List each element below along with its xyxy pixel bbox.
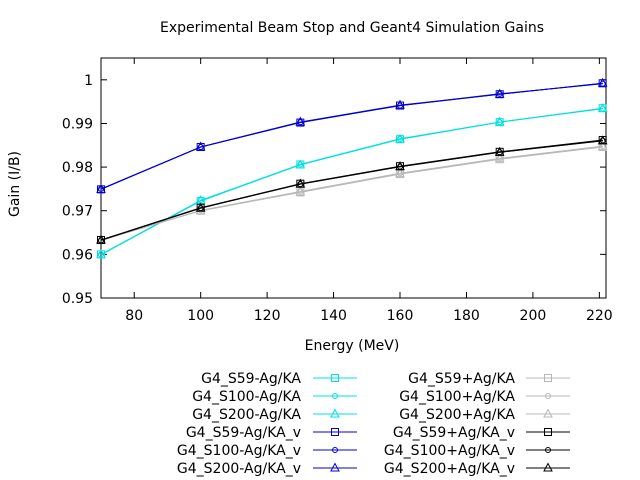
x-tick-label: 200 [520, 308, 547, 324]
series-line [100, 108, 603, 256]
data-point [295, 178, 306, 188]
legend-label: G4_S200-Ag/KA_v [177, 461, 301, 477]
legend-marker [330, 408, 340, 418]
y-tick-label: 0.96 [62, 247, 93, 263]
series-11 [98, 137, 606, 244]
series-layer [96, 77, 608, 259]
data-point [395, 133, 405, 143]
legend-marker [332, 393, 338, 399]
legend-item: G4_S59-Ag/KA_v [186, 425, 357, 441]
data-point [494, 153, 505, 163]
legend-marker [331, 374, 339, 382]
data-point [395, 168, 405, 178]
x-tick-label: 220 [586, 308, 613, 324]
series-line [100, 146, 603, 241]
data-point [494, 146, 505, 156]
x-tick-label: 180 [453, 308, 480, 324]
legend-label: G4_S200-Ag/KA [192, 407, 301, 423]
data-point [96, 183, 106, 193]
series-line [100, 108, 603, 255]
legend-label: G4_S100-Ag/KA_v [177, 443, 301, 459]
x-tick-label: 160 [387, 308, 414, 324]
legend-label: G4_S59+Ag/KA [408, 371, 515, 387]
x-tick-label: 100 [187, 308, 214, 324]
legend-item: G4_S59+Ag/KA [408, 371, 570, 387]
data-point [395, 99, 405, 109]
data-point [96, 249, 106, 259]
plot-frame [100, 57, 607, 299]
axis-ticks: 80 100 120 140 160 180 200 220 0.95 0.96 0.97 0.98 0… [62, 58, 613, 324]
chart-title: Experimental Beam Stop and Geant4 Simula… [160, 20, 544, 36]
data-point [494, 116, 505, 126]
data-point [195, 141, 206, 151]
series-line [100, 82, 603, 190]
legend-label: G4_S59+Ag/KA_v [393, 425, 515, 441]
series-3 [96, 103, 608, 259]
data-point [597, 103, 608, 113]
legend-item: G4_S200+Ag/KA [399, 407, 570, 423]
legend-marker [330, 462, 340, 472]
series-1 [97, 104, 607, 259]
y-tick-label: 0.95 [62, 291, 93, 307]
legend-marker [545, 447, 551, 453]
legend-item: G4_S100-Ag/KA [192, 389, 357, 405]
legend-item: G4_S100+Ag/KA_v [384, 443, 570, 459]
y-tick-label: 1 [84, 73, 93, 89]
x-tick-label: 120 [254, 308, 281, 324]
data-point [295, 116, 306, 126]
legend-item: G4_S200-Ag/KA_v [177, 461, 357, 477]
series-line [100, 145, 603, 241]
x-tick-label: 80 [125, 308, 143, 324]
legend-item: G4_S59-Ag/KA [201, 371, 357, 387]
legend-label: G4_S100-Ag/KA [192, 389, 301, 405]
legend-marker [543, 462, 553, 472]
series-2 [98, 105, 606, 258]
data-point [597, 77, 608, 87]
legend-item: G4_S100-Ag/KA_v [177, 443, 357, 459]
legend-marker [332, 447, 338, 453]
y-axis-label: Gain (I/B) [7, 151, 23, 217]
series-line [100, 83, 603, 190]
series-line [100, 82, 603, 190]
legend-marker [544, 428, 552, 436]
data-point [295, 186, 306, 196]
legend-label: G4_S100+Ag/KA [399, 389, 515, 405]
legend-label: G4_S59-Ag/KA [201, 371, 301, 387]
y-tick-label: 0.97 [62, 204, 93, 220]
legend-label: G4_S200+Ag/KA [399, 407, 515, 423]
legend: G4_S59-Ag/KA G4_S100-Ag/KA G4_S200-Ag/KA G4… [177, 371, 570, 477]
y-tick-label: 0.99 [62, 116, 93, 132]
legend-marker [545, 393, 551, 399]
series-line [100, 146, 603, 241]
series-10 [97, 136, 607, 244]
data-point [295, 159, 306, 169]
series-line [100, 140, 603, 241]
x-axis-label: Energy (MeV) [305, 338, 400, 354]
data-point [195, 202, 206, 212]
legend-marker [544, 374, 552, 382]
legend-label: G4_S59-Ag/KA_v [186, 425, 301, 441]
series-line [100, 107, 603, 255]
legend-marker [543, 408, 553, 418]
series-9 [96, 141, 608, 244]
x-tick-label: 140 [320, 308, 347, 324]
series-12 [96, 135, 608, 244]
legend-item: G4_S100+Ag/KA [399, 389, 570, 405]
y-tick-label: 0.98 [62, 160, 93, 176]
legend-label: G4_S200+Ag/KA_v [384, 461, 515, 477]
data-point [494, 88, 505, 98]
data-point [96, 234, 106, 244]
data-point [395, 161, 405, 171]
legend-label: G4_S100+Ag/KA_v [384, 443, 515, 459]
data-point [597, 135, 608, 145]
legend-item: G4_S200-Ag/KA [192, 407, 357, 423]
data-point [597, 141, 608, 151]
legend-marker [331, 428, 339, 436]
series-6 [96, 77, 608, 193]
series-4 [97, 79, 607, 194]
legend-item: G4_S200+Ag/KA_v [384, 461, 570, 477]
legend-item: G4_S59+Ag/KA_v [393, 425, 570, 441]
